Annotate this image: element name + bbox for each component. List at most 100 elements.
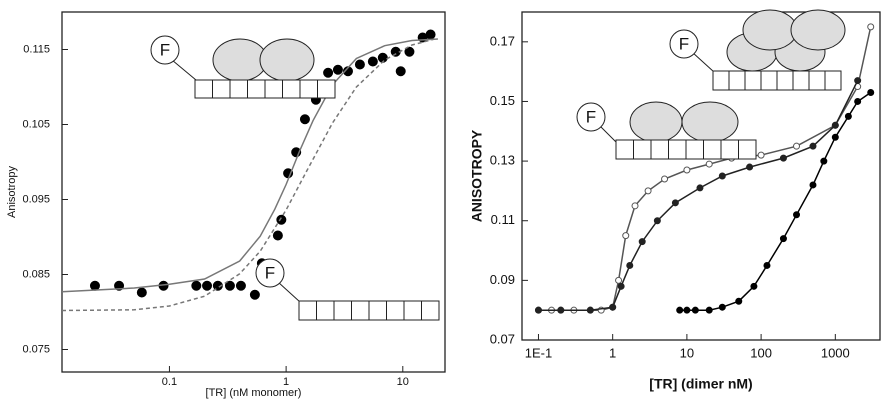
dna-cell <box>633 139 652 160</box>
data-point <box>136 287 147 298</box>
dna-cell <box>282 79 301 99</box>
y-axis-label: Anisotropy <box>6 166 18 218</box>
x-tick-label: 10 <box>680 345 694 360</box>
data-point <box>89 280 100 291</box>
data-point <box>867 89 875 97</box>
dna-cell <box>808 70 826 91</box>
data-point <box>644 187 652 195</box>
data-point <box>705 306 713 314</box>
data-point <box>249 289 260 300</box>
data-point <box>534 306 542 314</box>
dna-cell <box>712 70 730 91</box>
y-tick-label: 0.11 <box>491 212 515 227</box>
data-point <box>557 306 565 314</box>
data-point <box>354 59 365 70</box>
data-point <box>793 142 801 150</box>
data-point <box>683 166 691 174</box>
data-point <box>224 280 235 291</box>
fluor-label: F <box>679 34 689 53</box>
data-point <box>622 232 630 240</box>
y-axis-label: ANISOTROPY <box>469 129 485 222</box>
fluor-label: F <box>265 263 275 282</box>
dna-cell <box>317 79 336 99</box>
data-point <box>831 121 839 129</box>
dna-cell <box>264 79 283 99</box>
data-point <box>831 133 839 141</box>
x-axis-label: [TR] (dimer nM) <box>649 376 752 392</box>
data-point <box>820 157 828 165</box>
y-tick-label: 0.095 <box>22 193 50 205</box>
x-tick-label: 0.1 <box>162 376 177 388</box>
y-tick-label: 0.15 <box>490 93 515 108</box>
data-point <box>653 217 661 225</box>
data-point <box>854 77 862 85</box>
series-line <box>679 91 872 311</box>
dna-cell <box>333 300 352 321</box>
data-point <box>793 211 801 219</box>
data-point <box>691 306 699 314</box>
data-point <box>609 303 617 311</box>
dna-cell <box>792 70 810 91</box>
dna-cell <box>703 139 722 160</box>
data-point <box>718 172 726 180</box>
series-line <box>61 38 438 293</box>
data-point <box>638 238 646 246</box>
x-tick-label: 1 <box>609 345 616 360</box>
fluor-label: F <box>160 40 170 59</box>
dna-cell <box>744 70 762 91</box>
series-line <box>538 80 859 311</box>
data-point <box>617 282 625 290</box>
dna-cell <box>650 139 669 160</box>
y-tick-label: 0.07 <box>490 331 515 346</box>
data-point <box>671 199 679 207</box>
y-tick-label: 0.075 <box>22 343 50 355</box>
data-point <box>272 230 283 241</box>
dna-complex: F <box>150 35 336 99</box>
dna-cell <box>421 300 440 321</box>
dna-cell <box>685 139 704 160</box>
data-point <box>631 202 639 210</box>
dna-cell <box>229 79 248 99</box>
data-point <box>332 64 343 75</box>
diagrams: F F F F <box>150 9 846 321</box>
dna-cell <box>351 300 370 321</box>
data-point <box>809 142 817 150</box>
data-point <box>763 261 771 269</box>
plot-frame <box>61 11 446 373</box>
data-point <box>661 175 669 183</box>
data-point <box>867 23 875 31</box>
dna-cell <box>728 70 746 91</box>
data-point <box>718 303 726 311</box>
x-tick-label: 1000 <box>821 345 850 360</box>
dna-cell <box>824 70 842 91</box>
data-point <box>750 282 758 290</box>
data-point <box>844 112 852 120</box>
data-point <box>779 235 787 243</box>
fluor-label: F <box>586 107 596 126</box>
x-tick-label: 1E-1 <box>525 345 552 360</box>
dna-cell <box>299 79 318 99</box>
data-point <box>746 163 754 171</box>
data-point <box>323 67 334 78</box>
data-point <box>586 306 594 314</box>
data-point <box>683 306 691 314</box>
data-point <box>705 160 713 168</box>
dna-cell <box>760 70 778 91</box>
x-tick-label: 10 <box>397 376 409 388</box>
dna-cell <box>194 79 213 99</box>
dna-cell <box>720 139 739 160</box>
data-point <box>854 97 862 105</box>
x-axis-label: [TR] (nM monomer) <box>206 387 302 399</box>
dna-complex-2: F <box>669 9 846 91</box>
dna-cell <box>668 139 687 160</box>
dna-cell <box>316 300 335 321</box>
dna-free: F <box>255 258 440 321</box>
data-point <box>235 280 246 291</box>
data-point <box>367 56 378 67</box>
dna-complex-1: F <box>576 101 757 160</box>
dna-cell <box>368 300 387 321</box>
data-point <box>779 154 787 162</box>
dna-cell <box>247 79 266 99</box>
data-point <box>191 280 202 291</box>
